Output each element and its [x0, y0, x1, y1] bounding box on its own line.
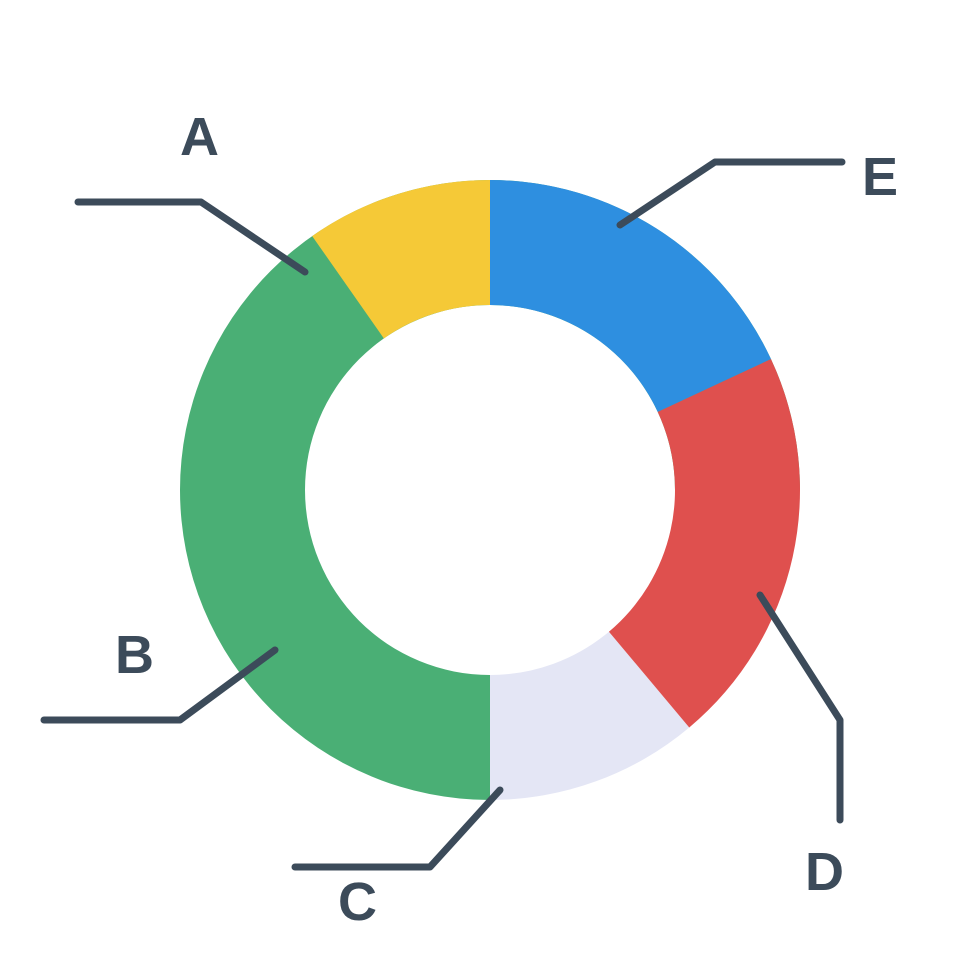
segment-label-d: D: [805, 842, 844, 902]
segment-label-c: C: [338, 872, 377, 932]
segment-label-a: A: [180, 107, 219, 167]
segment-label-b: B: [115, 625, 154, 685]
chart-background: [0, 0, 980, 980]
donut-chart: A B C D E: [0, 0, 980, 980]
segment-label-e: E: [862, 147, 898, 207]
